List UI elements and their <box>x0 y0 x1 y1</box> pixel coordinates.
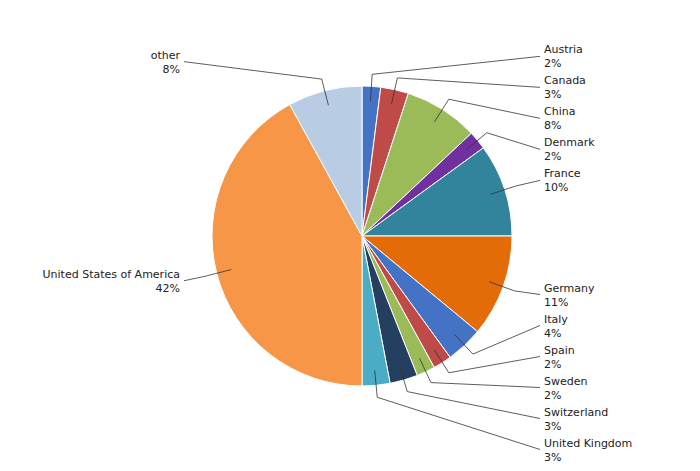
data-label: United Kingdom3% <box>544 437 632 464</box>
label-name: United States of America <box>43 268 180 281</box>
label-name: Sweden <box>544 375 587 388</box>
label-name: China <box>544 105 575 118</box>
leader-line <box>391 78 540 104</box>
leader-line <box>400 366 540 419</box>
leader-line <box>419 358 540 387</box>
leader-line <box>489 282 540 295</box>
leader-line <box>184 270 231 281</box>
label-value: 2% <box>544 57 561 70</box>
leader-line <box>466 133 540 150</box>
data-label: United States of America42% <box>43 268 180 295</box>
data-labels: Austria2%Canada3%China8%Denmark2%France1… <box>43 43 633 463</box>
leader-line <box>454 326 540 355</box>
label-name: Austria <box>544 43 583 56</box>
label-name: Italy <box>544 313 568 326</box>
pie: Austria2%Canada3%China8%Denmark2%France1… <box>43 43 633 463</box>
chart-container: Austria2%Canada3%China8%Denmark2%France1… <box>0 0 700 471</box>
label-name: Denmark <box>544 136 595 149</box>
leader-lines <box>184 56 540 449</box>
slice <box>362 236 390 386</box>
data-label: Sweden2% <box>544 375 587 402</box>
label-name: Switzerland <box>544 406 608 419</box>
slices <box>212 86 512 386</box>
chart: Austria2%Canada3%China8%Denmark2%France1… <box>0 0 700 471</box>
label-name: Germany <box>544 282 595 295</box>
label-name: France <box>544 167 581 180</box>
leader-line <box>434 350 540 373</box>
leader-line <box>375 370 540 449</box>
label-name: Canada <box>544 74 586 87</box>
data-label: Switzerland3% <box>544 406 608 433</box>
label-name: United Kingdom <box>544 437 632 450</box>
data-label: Denmark2% <box>544 136 595 163</box>
data-label: Spain2% <box>544 344 575 371</box>
data-label: Austria2% <box>544 43 583 70</box>
label-value: 3% <box>544 88 561 101</box>
leader-line <box>370 56 540 101</box>
label-value: 8% <box>544 119 561 132</box>
leader-line <box>184 62 328 106</box>
data-label: Canada3% <box>544 74 586 101</box>
slice <box>290 86 362 236</box>
leader-line <box>490 180 540 194</box>
label-value: 3% <box>544 451 561 464</box>
data-label: Germany11% <box>544 282 595 309</box>
slice <box>362 148 512 236</box>
leader-line <box>434 99 540 122</box>
data-label: France10% <box>544 167 581 194</box>
label-value: 3% <box>544 420 561 433</box>
label-value: 42% <box>156 282 180 295</box>
data-label: other8% <box>151 49 181 76</box>
label-name: Spain <box>544 344 575 357</box>
data-label: Italy4% <box>544 313 568 340</box>
label-value: 2% <box>544 150 561 163</box>
label-value: 2% <box>544 358 561 371</box>
label-name: other <box>151 49 181 62</box>
label-value: 2% <box>544 389 561 402</box>
data-label: China8% <box>544 105 575 132</box>
label-value: 4% <box>544 327 561 340</box>
label-value: 11% <box>544 296 568 309</box>
label-value: 8% <box>163 63 180 76</box>
label-value: 10% <box>544 181 568 194</box>
